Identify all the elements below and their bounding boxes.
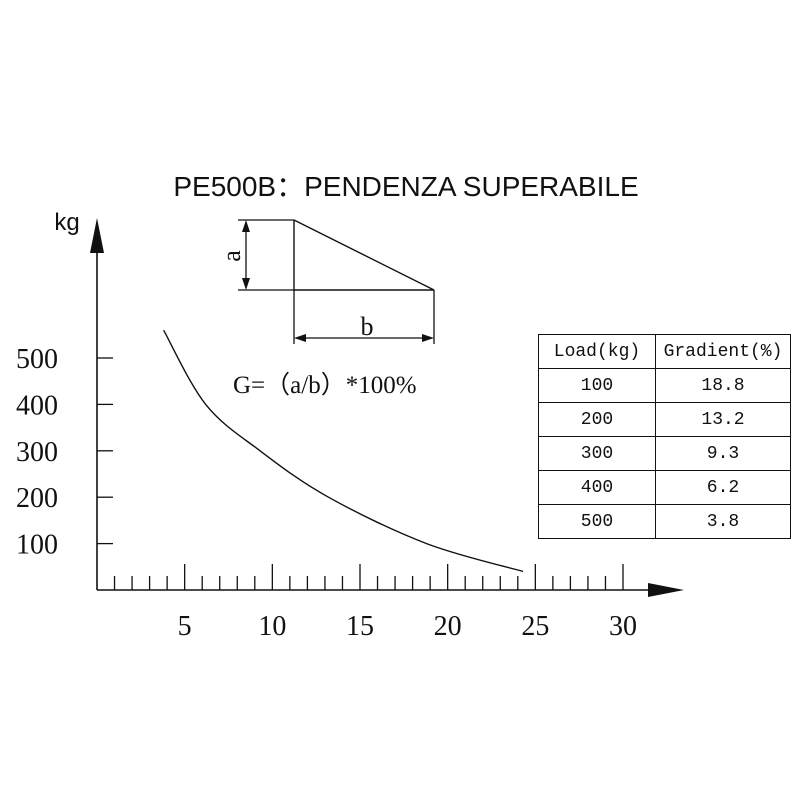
y-tick-label: 400 — [16, 390, 58, 421]
load-cell: 500 — [538, 504, 656, 539]
load-cell: 200 — [538, 402, 656, 437]
width-arrow-right — [422, 334, 434, 342]
y-tick-label: 100 — [16, 530, 58, 561]
width-label-b: b — [361, 312, 374, 341]
height-label-a: a — [217, 250, 246, 262]
table-row: 500 3.8 — [538, 504, 791, 539]
table-row: 300 9.3 — [538, 436, 791, 471]
table-row: 200 13.2 — [538, 402, 791, 437]
load-cell: 100 — [538, 368, 656, 403]
x-tick-label: 25 — [521, 611, 549, 642]
load-cell: 400 — [538, 470, 656, 505]
height-arrow-bottom — [242, 278, 250, 290]
x-tick-label: 30 — [609, 611, 637, 642]
gradient-cell: 13.2 — [655, 402, 791, 437]
gradient-cell: 3.8 — [655, 504, 791, 539]
x-tick-label: 15 — [346, 611, 374, 642]
x-axis-arrow — [648, 583, 684, 597]
chart-title: PE500B：PENDENZA SUPERABILE — [173, 171, 638, 202]
y-tick-label: 500 — [16, 344, 58, 375]
x-tick-labels: 5 10 15 20 25 30 — [178, 611, 637, 642]
gradient-diagram: a b — [217, 219, 435, 344]
gradient-formula: G=（a/b）*100% — [233, 371, 417, 399]
series-layer — [163, 329, 524, 573]
y-axis-label: kg — [54, 209, 79, 236]
x-tick-label: 5 — [178, 611, 192, 642]
table-row: 100 18.8 — [538, 368, 791, 403]
axes: kg — [54, 209, 684, 597]
x-minor-ticks — [113, 564, 624, 590]
y-tick-label: 300 — [16, 437, 58, 468]
table-header-row: Load(kg) Gradient(%) — [538, 334, 791, 369]
column-header-gradient: Gradient(%) — [655, 334, 791, 369]
slope-triangle — [293, 219, 435, 291]
gradient-table: Load(kg) Gradient(%) 100 18.8 200 13.2 3… — [538, 334, 791, 539]
column-header-load: Load(kg) — [538, 334, 656, 369]
x-tick-label: 20 — [434, 611, 462, 642]
series-line — [163, 329, 524, 573]
y-axis-arrow — [90, 218, 104, 253]
y-ticks: 100 200 300 400 500 — [16, 344, 113, 561]
y-tick-label: 200 — [16, 483, 58, 514]
x-tick-label: 10 — [258, 611, 286, 642]
height-arrow-top — [242, 220, 250, 232]
gradient-cell: 18.8 — [655, 368, 791, 403]
load-cell: 300 — [538, 436, 656, 471]
width-arrow-left — [294, 334, 306, 342]
gradient-cell: 9.3 — [655, 436, 791, 471]
gradient-cell: 6.2 — [655, 470, 791, 505]
table-row: 400 6.2 — [538, 470, 791, 505]
